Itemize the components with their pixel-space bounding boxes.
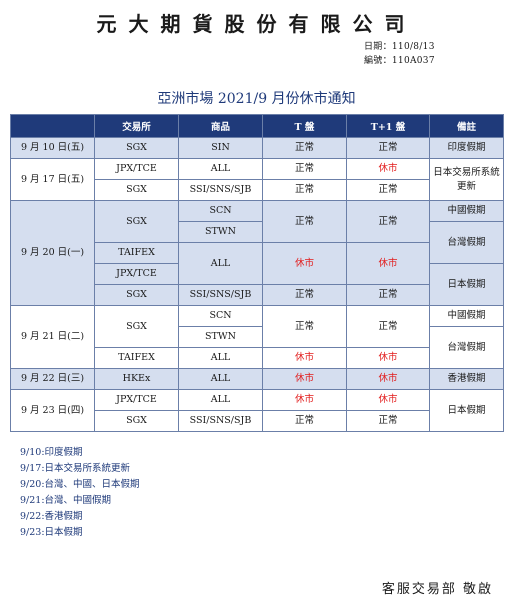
- date-cell: 9 月 20 日(一): [10, 200, 95, 306]
- header-t1-session: T+1 盤: [346, 114, 430, 138]
- t1-status-cell: 正常: [346, 137, 430, 159]
- note-line: 9/23:日本假期: [20, 527, 83, 538]
- product-cell: STWN: [178, 326, 263, 348]
- header-product: 商品: [178, 114, 263, 138]
- t1-status-cell: 休市: [346, 389, 430, 411]
- exchange-cell: SGX: [94, 284, 179, 306]
- table-row: TAIFEX ALL 休市 休市: [10, 242, 504, 285]
- note-line: 9/22:香港假期: [20, 511, 83, 522]
- header-exchange: 交易所: [94, 114, 179, 138]
- t-status-cell: 休市: [262, 389, 347, 411]
- product-cell: SSI/SNS/SJB: [178, 179, 263, 201]
- t1-status-cell: 正常: [346, 179, 430, 201]
- company-name: 元大期貨股份有限公司: [96, 12, 417, 36]
- notice-title: 亞洲市場 2021/9 月份休市通知: [157, 91, 356, 107]
- t1-status-cell: 正常: [346, 284, 430, 306]
- product-cell: SCN: [178, 200, 263, 222]
- t-status-cell: 休市: [262, 242, 347, 285]
- notice-date: 日期：110/8/13: [364, 42, 435, 52]
- remark-cell: 中國假期: [429, 305, 504, 327]
- t-status-cell: 正常: [262, 179, 347, 201]
- product-cell: SSI/SNS/SJB: [178, 410, 263, 432]
- t-status-cell: 正常: [262, 137, 347, 159]
- t1-status-cell: 休市: [346, 242, 430, 285]
- notice-code: 編號：110A037: [364, 56, 435, 66]
- remark-cell: 中國假期: [429, 200, 504, 222]
- table-row: 9 月 21 日(二) SGX SCN 正常 正常 中國假期: [10, 305, 504, 369]
- table-row: SGX SSI/SNS/SJB 正常 正常: [11, 410, 504, 432]
- table-header-row: 交易所 商品 T 盤 T+1 盤 備註: [10, 114, 504, 138]
- product-cell: ALL: [178, 242, 263, 285]
- remark-cell: 台灣假期: [429, 221, 504, 264]
- header-remark: 備註: [429, 114, 504, 138]
- remark-cell: 日本假期: [429, 263, 504, 306]
- t-status-cell: 正常: [262, 284, 347, 306]
- t-status-cell: 休市: [262, 347, 347, 369]
- date-cell: 9 月 10 日(五): [10, 137, 95, 159]
- note-line: 9/10:印度假期: [20, 447, 83, 458]
- table-row: 9 月 17 日(五) JPX/TCE ALL 正常 休市 日本交易所系統更新: [10, 158, 504, 201]
- header-t-session: T 盤: [262, 114, 347, 138]
- table-row: 9 月 10 日(五) SGX SIN 正常 正常 印度假期: [10, 137, 504, 159]
- exchange-cell: HKEx: [94, 368, 179, 390]
- table-row: 9 月 20 日(一) SGX SCN 正常 正常 中國假期: [10, 200, 504, 306]
- exchange-cell: SGX: [94, 410, 179, 432]
- exchange-cell: SGX: [94, 137, 179, 159]
- product-cell: ALL: [178, 389, 263, 411]
- product-cell: ALL: [178, 158, 263, 180]
- table-row: STWN 台灣假期: [11, 326, 504, 369]
- product-cell: ALL: [178, 347, 263, 369]
- product-cell: SSI/SNS/SJB: [178, 284, 263, 306]
- exchange-cell: SGX: [94, 200, 179, 243]
- t-status-cell: 正常: [262, 200, 347, 243]
- product-cell: ALL: [178, 368, 263, 390]
- t-status-cell: 正常: [262, 410, 347, 432]
- t-status-cell: 正常: [262, 158, 347, 180]
- header-date: [10, 114, 95, 138]
- exchange-cell: JPX/TCE: [94, 389, 179, 411]
- date-cell: 9 月 21 日(二): [10, 305, 95, 369]
- t1-status-cell: 休市: [346, 347, 430, 369]
- table-row: 9 月 23 日(四) JPX/TCE ALL 休市 休市 日本假期: [10, 389, 504, 432]
- date-cell: 9 月 17 日(五): [10, 158, 95, 201]
- table-row: 9 月 22 日(三) HKEx ALL 休市 休市 香港假期: [10, 368, 504, 390]
- exchange-cell: JPX/TCE: [94, 263, 179, 285]
- exchange-cell: TAIFEX: [94, 242, 179, 264]
- table-row: TAIFEX ALL 休市 休市: [11, 347, 504, 369]
- holiday-notes: 9/10:印度假期 9/17:日本交易所系統更新 9/20:台灣、中國、日本假期…: [20, 445, 140, 541]
- exchange-cell: SGX: [94, 179, 179, 201]
- t1-status-cell: 休市: [346, 158, 430, 180]
- note-line: 9/21:台灣、中國假期: [20, 495, 112, 506]
- product-cell: SCN: [178, 305, 263, 327]
- t1-status-cell: 正常: [346, 305, 430, 348]
- remark-cell: 印度假期: [429, 137, 504, 159]
- date-cell: 9 月 23 日(四): [10, 389, 95, 432]
- note-line: 9/17:日本交易所系統更新: [20, 463, 131, 474]
- date-cell: 9 月 22 日(三): [10, 368, 95, 390]
- t1-status-cell: 正常: [346, 410, 430, 432]
- t1-status-cell: 休市: [346, 368, 430, 390]
- exchange-cell: JPX/TCE: [94, 158, 179, 180]
- signature: 客服交易部 敬啟: [381, 582, 493, 597]
- table-row: SGX SSI/SNS/SJB 正常 正常: [11, 179, 504, 201]
- remark-cell: 日本交易所系統更新: [429, 158, 504, 201]
- remark-cell: 台灣假期: [429, 326, 504, 369]
- note-line: 9/20:台灣、中國、日本假期: [20, 479, 140, 490]
- holiday-schedule-table: 交易所 商品 T 盤 T+1 盤 備註 9 月 10 日(五) SGX SIN …: [10, 114, 504, 432]
- remark-cell: 日本假期: [429, 389, 504, 432]
- t1-status-cell: 正常: [346, 200, 430, 243]
- product-cell: SIN: [178, 137, 263, 159]
- exchange-cell: TAIFEX: [94, 347, 179, 369]
- remark-cell: 香港假期: [429, 368, 504, 390]
- table-row: SGX SSI/SNS/SJB 正常 正常: [10, 284, 504, 306]
- exchange-cell: SGX: [94, 305, 179, 348]
- t-status-cell: 正常: [262, 305, 347, 348]
- product-cell: STWN: [178, 221, 263, 243]
- t-status-cell: 休市: [262, 368, 347, 390]
